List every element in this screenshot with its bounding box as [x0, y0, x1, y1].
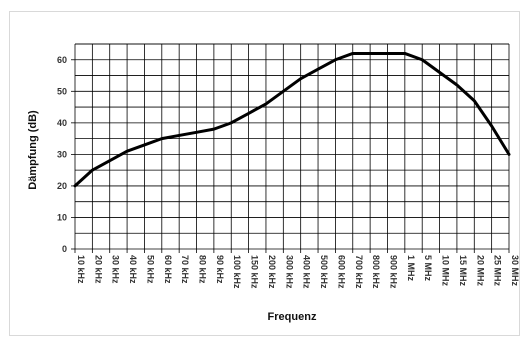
x-tick-label: 30 kHz: [111, 255, 121, 284]
x-tick-label: 50 kHz: [145, 255, 155, 284]
data-point: [404, 52, 406, 55]
x-tick-label: 10 kHz: [76, 255, 86, 284]
data-point: [74, 185, 76, 187]
series-line: [73, 51, 511, 188]
y-tick-label: 0: [62, 244, 67, 254]
data-point: [351, 52, 354, 55]
x-tick-label: 500 kHz: [319, 255, 329, 289]
data-point: [317, 68, 319, 71]
data-point: [421, 58, 424, 61]
y-axis-title: Dämpfung (dB): [27, 110, 39, 190]
x-tick-label: 800 kHz: [371, 255, 381, 289]
x-tick-label: 30 MHz: [510, 255, 520, 287]
x-tick-label: 20 kHz: [93, 255, 103, 284]
data-point: [282, 90, 285, 93]
y-tick-label: 40: [57, 118, 67, 128]
data-point: [369, 52, 371, 55]
x-tick-label: 600 kHz: [336, 255, 346, 289]
x-tick-label: 90 kHz: [215, 255, 225, 284]
data-point: [508, 153, 510, 156]
x-tick-label: 25 MHz: [493, 255, 503, 287]
y-tick-label: 30: [57, 149, 67, 159]
x-tick-label: 5 MHz: [423, 255, 433, 282]
data-point: [213, 128, 215, 130]
y-tick-label: 50: [57, 86, 67, 96]
y-tick-label: 10: [57, 212, 67, 222]
data-point: [230, 122, 233, 124]
y-tick-label: 60: [57, 55, 67, 65]
data-point: [178, 134, 180, 137]
data-point: [126, 150, 128, 153]
data-point: [247, 112, 250, 115]
y-axis-ticks: 0 10 20 30 40 50 60: [57, 55, 75, 254]
data-point: [91, 169, 94, 171]
x-tick-label: 700 kHz: [354, 255, 364, 289]
data-point: [195, 131, 198, 134]
data-point: [386, 52, 389, 55]
y-tick-label: 20: [57, 181, 67, 191]
x-tick-label: 900 kHz: [388, 255, 398, 289]
x-axis-ticks: 10 kHz 20 kHz 30 kHz 40 kHz 50 kHz 60 kHz 70 k…: [76, 255, 520, 289]
x-tick-label: 40 kHz: [128, 255, 138, 284]
chart-frame: [9, 11, 520, 336]
data-point: [334, 58, 337, 61]
x-tick-label: 100 kHz: [232, 255, 242, 289]
data-point: [265, 103, 267, 105]
data-point: [473, 99, 476, 102]
data-point: [490, 125, 493, 127]
x-tick-label: 300 kHz: [284, 255, 294, 289]
data-point: [161, 137, 163, 140]
x-tick-label: 200 kHz: [267, 255, 277, 289]
x-axis-title: Frequenz: [268, 311, 317, 323]
data-point: [299, 77, 302, 80]
data-point: [143, 144, 146, 146]
series-layer: [73, 51, 511, 188]
x-tick-label: 80 kHz: [198, 255, 208, 284]
x-tick-label: 15 MHz: [458, 255, 468, 287]
x-tick-label: 400 kHz: [302, 255, 312, 289]
x-tick-label: 1 MHz: [406, 255, 416, 282]
x-tick-label: 10 MHz: [441, 255, 451, 287]
data-point: [438, 71, 441, 74]
data-point: [108, 159, 111, 162]
x-tick-label: 70 kHz: [180, 255, 190, 284]
x-tick-label: 60 kHz: [163, 255, 173, 284]
x-tick-label: 20 MHz: [475, 255, 485, 287]
grid: [74, 43, 510, 253]
x-tick-label: 150 kHz: [250, 255, 260, 289]
data-point: [456, 84, 458, 86]
